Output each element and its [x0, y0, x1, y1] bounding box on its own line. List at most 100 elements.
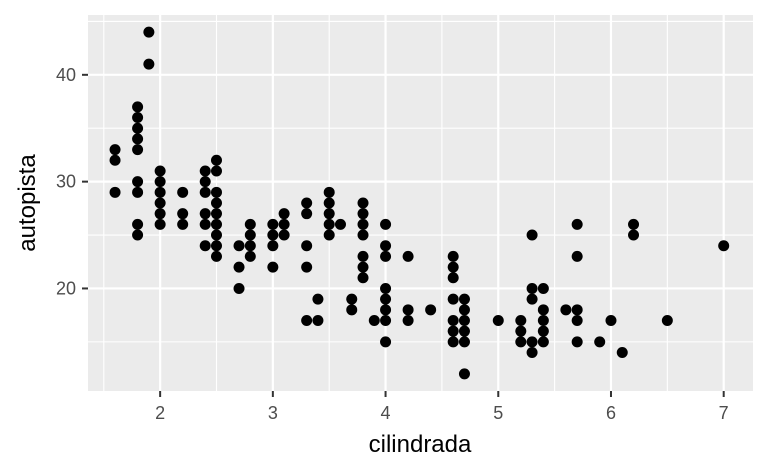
major-gridlines — [88, 15, 753, 391]
data-point — [346, 304, 358, 316]
data-point — [447, 250, 459, 262]
data-point — [380, 293, 392, 305]
data-point — [380, 250, 392, 262]
data-point — [357, 261, 369, 273]
data-point — [323, 186, 335, 198]
data-point — [267, 261, 279, 273]
data-point — [210, 186, 222, 198]
data-point — [458, 315, 470, 326]
data-point — [132, 112, 144, 124]
data-point — [244, 240, 256, 252]
y-axis: 20 30 40 — [56, 65, 88, 298]
data-point — [323, 197, 335, 209]
data-point — [594, 336, 606, 348]
data-point — [177, 208, 189, 220]
data-point — [154, 176, 166, 188]
data-point — [199, 176, 211, 188]
data-point — [571, 250, 583, 262]
data-point — [132, 133, 144, 145]
data-point — [357, 229, 369, 241]
data-point — [143, 26, 155, 38]
data-point — [154, 197, 166, 209]
data-point — [267, 229, 279, 241]
data-point — [447, 261, 459, 273]
data-point — [199, 240, 211, 252]
data-point — [210, 218, 222, 230]
data-point — [526, 229, 538, 241]
data-point — [132, 218, 144, 230]
x-tick-label: 2 — [155, 403, 165, 423]
data-point — [109, 154, 121, 166]
data-point — [526, 282, 538, 294]
data-point — [233, 261, 245, 273]
x-tick-label: 3 — [268, 403, 278, 423]
data-point — [571, 304, 583, 316]
data-point — [537, 336, 549, 348]
data-point — [402, 250, 414, 262]
data-point — [154, 208, 166, 220]
data-point — [132, 101, 144, 113]
data-point — [357, 250, 369, 262]
x-tick-label: 4 — [381, 403, 391, 423]
data-point — [132, 186, 144, 198]
data-point — [177, 218, 189, 230]
data-point — [109, 186, 121, 198]
data-point — [537, 304, 549, 316]
y-tick-label: 30 — [56, 172, 76, 192]
data-point — [210, 197, 222, 209]
data-point — [571, 315, 583, 326]
data-point — [526, 347, 538, 359]
data-point — [526, 336, 538, 348]
data-point — [402, 304, 414, 316]
data-point — [492, 315, 504, 326]
data-point — [447, 272, 459, 284]
data-point — [210, 208, 222, 220]
minor-gridlines — [88, 15, 753, 391]
data-point — [278, 208, 290, 220]
data-point — [199, 186, 211, 198]
data-point — [210, 154, 222, 166]
data-point — [380, 304, 392, 316]
data-point — [357, 218, 369, 230]
x-tick-label: 7 — [719, 403, 729, 423]
data-point — [210, 229, 222, 241]
data-point — [301, 315, 313, 326]
data-point — [380, 336, 392, 348]
data-point — [210, 165, 222, 177]
data-point — [447, 315, 459, 326]
data-point — [244, 229, 256, 241]
data-point — [244, 218, 256, 230]
data-point — [334, 218, 346, 230]
data-point — [425, 304, 437, 316]
data-point — [402, 315, 414, 326]
y-tick-label: 40 — [56, 65, 76, 85]
data-point — [312, 293, 324, 305]
data-point — [132, 122, 144, 134]
data-point — [278, 229, 290, 241]
x-axis: 2 3 4 5 6 7 — [155, 391, 729, 423]
data-point — [143, 58, 155, 70]
data-point — [323, 208, 335, 220]
data-points — [109, 26, 730, 380]
data-point — [132, 176, 144, 188]
data-point — [132, 229, 144, 241]
data-point — [323, 229, 335, 241]
data-point — [380, 315, 392, 326]
data-point — [301, 261, 313, 273]
y-axis-title: autopista — [14, 154, 41, 252]
data-point — [132, 144, 144, 156]
data-point — [515, 325, 527, 337]
data-point — [605, 315, 617, 326]
data-point — [628, 218, 640, 230]
y-tick-label: 20 — [56, 278, 76, 298]
data-point — [210, 250, 222, 262]
data-point — [458, 368, 470, 380]
data-point — [458, 304, 470, 316]
data-point — [628, 229, 640, 241]
data-point — [571, 218, 583, 230]
data-point — [458, 325, 470, 337]
data-point — [154, 165, 166, 177]
data-point — [571, 336, 583, 348]
data-point — [357, 208, 369, 220]
